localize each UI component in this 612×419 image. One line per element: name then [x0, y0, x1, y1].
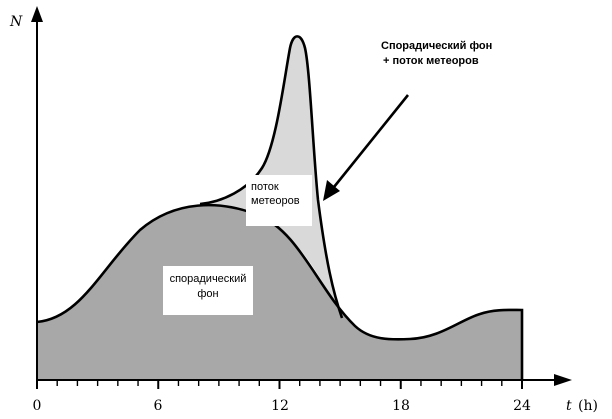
shower-label-line-2: метеоров [251, 195, 300, 207]
shower-label-line-1: поток [251, 181, 279, 193]
x-tick-label-6: 6 [154, 398, 163, 414]
total-rate-curve [199, 35, 344, 319]
x-tick-label-18: 18 [392, 398, 410, 414]
sporadic-label-line-2: фон [197, 288, 218, 300]
total-annotation-line-1: Спорадический фон [381, 40, 492, 52]
sporadic-background-area [37, 205, 522, 380]
x-axis-arrow [554, 374, 572, 386]
x-tick-label-24: 24 [513, 398, 531, 414]
annotation-arrow-head [323, 180, 340, 201]
total-annotation-line-2: + поток метеоров [383, 55, 479, 67]
y-axis-arrow [31, 6, 43, 22]
sporadic-label-line-1: спорадический [170, 273, 247, 285]
sporadic-label-box [163, 266, 253, 315]
sporadic-background-curve [36, 203, 524, 380]
x-tick-label-12: 12 [271, 398, 289, 414]
y-axis-label: N [9, 14, 23, 30]
annotation-arrow-shaft [332, 94, 410, 188]
x-axis-unit: (h) [578, 398, 598, 414]
x-tick-label-0: 0 [33, 398, 42, 414]
shower-label-box [246, 175, 312, 226]
x-axis-ticks [36, 380, 523, 389]
x-axis-label: t [566, 398, 572, 414]
